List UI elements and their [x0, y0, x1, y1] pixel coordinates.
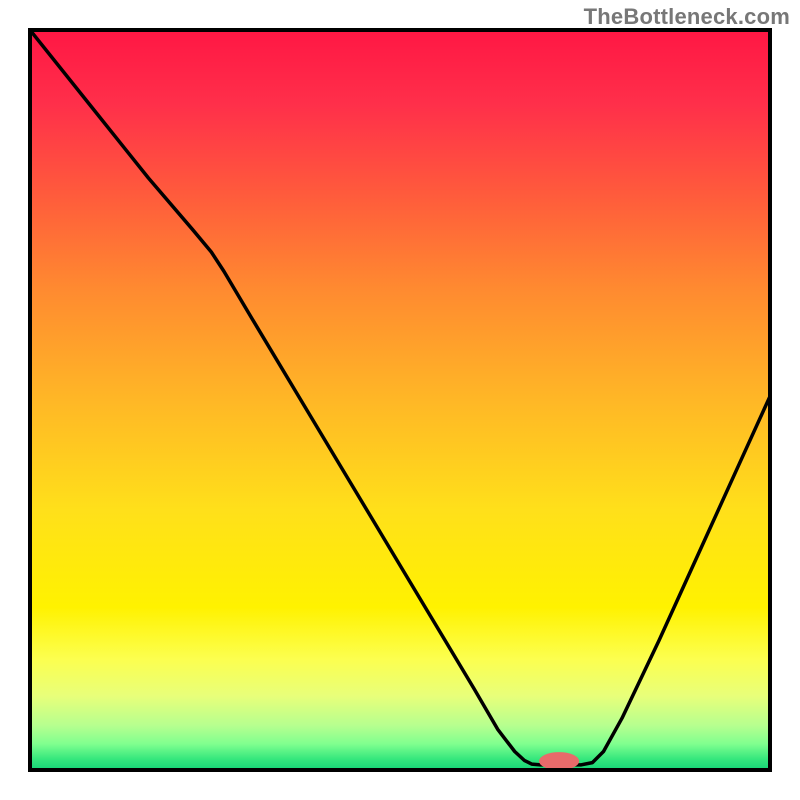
plot-background-gradient — [30, 30, 770, 770]
chart-stage: TheBottleneck.com — [0, 0, 800, 800]
optimum-marker — [539, 752, 579, 770]
watermark-text: TheBottleneck.com — [584, 4, 790, 30]
bottleneck-chart — [0, 0, 800, 800]
